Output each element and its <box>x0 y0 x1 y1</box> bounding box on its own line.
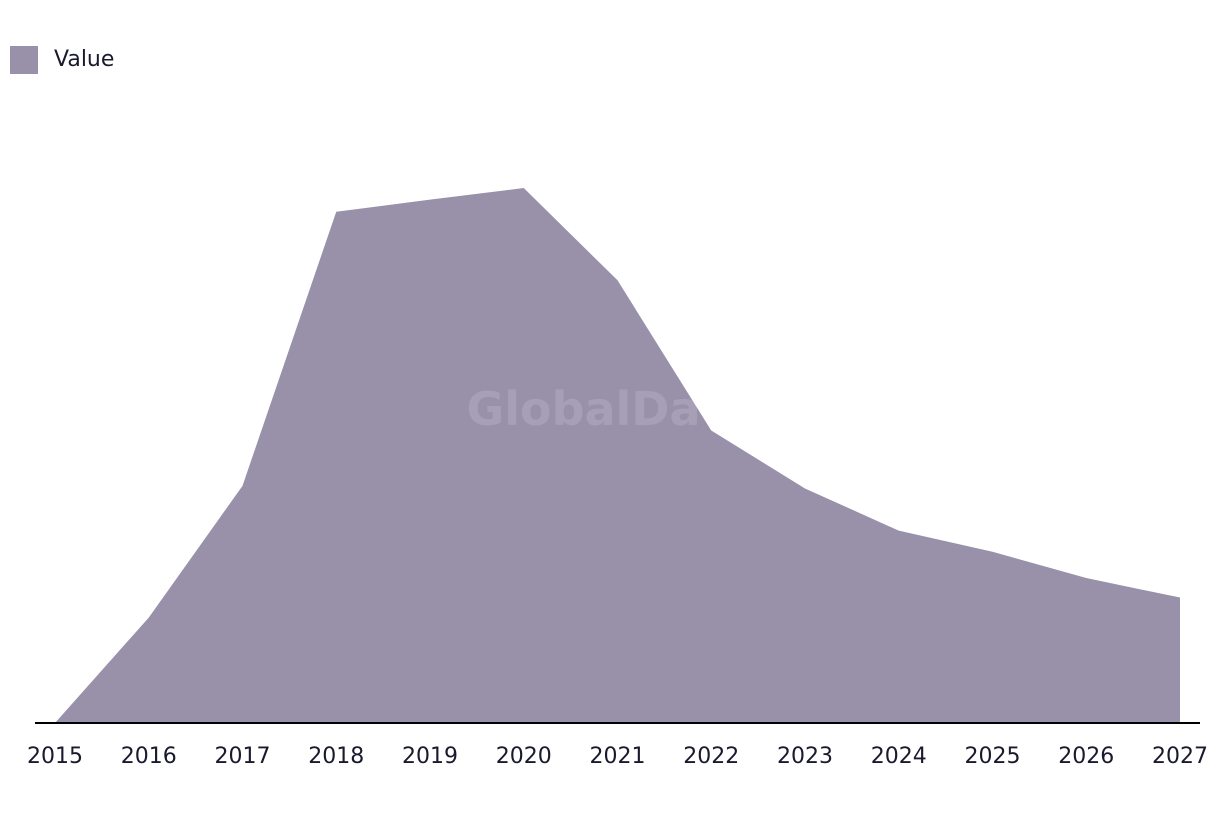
x-tick-label-2024: 2024 <box>871 744 927 769</box>
legend-label-value: Value <box>54 47 114 72</box>
legend-swatch-value <box>10 46 38 74</box>
x-tick-label-2025: 2025 <box>965 744 1021 769</box>
watermark-text: GlobalData <box>466 382 753 436</box>
x-tick-label-2015: 2015 <box>27 744 83 769</box>
x-tick-label-2016: 2016 <box>121 744 177 769</box>
x-tick-label-2021: 2021 <box>590 744 646 769</box>
x-tick-label-2018: 2018 <box>308 744 364 769</box>
x-tick-label-2020: 2020 <box>496 744 552 769</box>
x-tick-label-2022: 2022 <box>683 744 739 769</box>
x-tick-label-2017: 2017 <box>215 744 271 769</box>
x-tick-label-2023: 2023 <box>777 744 833 769</box>
x-tick-label-2019: 2019 <box>402 744 458 769</box>
area-series-value <box>55 188 1180 724</box>
x-axis-tick-labels: 2015 2016 2017 2018 2019 2020 2021 2022 2023 2024… <box>27 744 1208 769</box>
x-tick-label-2026: 2026 <box>1058 744 1114 769</box>
x-tick-label-2027: 2027 <box>1152 744 1208 769</box>
legend: Value <box>10 46 114 74</box>
